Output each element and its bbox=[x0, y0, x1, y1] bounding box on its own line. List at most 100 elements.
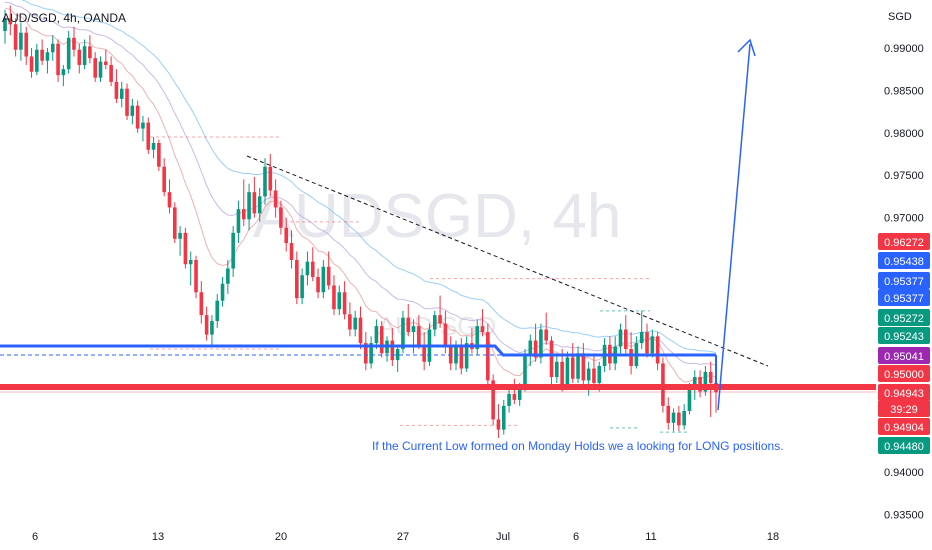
descending-trendline[interactable] bbox=[246, 155, 769, 367]
candle-body bbox=[459, 346, 464, 369]
price-tag-label: 0.95377 bbox=[884, 293, 924, 305]
moving-average-line bbox=[4, 7, 717, 383]
price-tag: 0.95272 bbox=[878, 309, 930, 326]
candle-body bbox=[332, 285, 336, 310]
candle-body bbox=[623, 329, 628, 350]
price-tag: 0.95377 bbox=[878, 272, 930, 289]
candle-body bbox=[72, 37, 76, 50]
price-tag: 0.95377 bbox=[878, 289, 930, 306]
candle-body bbox=[549, 340, 554, 378]
candle-body bbox=[141, 122, 145, 129]
time-tick-label: 6 bbox=[32, 531, 38, 543]
moving-average-line bbox=[21, 0, 717, 354]
price-tag: 0.95438 bbox=[878, 252, 930, 269]
candle-body bbox=[119, 88, 124, 99]
price-tag: 39:29 bbox=[878, 400, 930, 417]
candle-body bbox=[257, 196, 262, 214]
axis-currency: SGD bbox=[888, 11, 912, 23]
candle-body bbox=[432, 315, 437, 330]
price-tag-bg bbox=[878, 309, 930, 326]
candle-body bbox=[539, 329, 543, 358]
candle-body bbox=[687, 388, 692, 411]
candle-body bbox=[358, 317, 363, 344]
candle-body bbox=[422, 344, 426, 362]
candle-body bbox=[666, 405, 671, 423]
candle-body bbox=[374, 326, 379, 344]
candle-body bbox=[523, 354, 527, 388]
time-tick-label: Jul bbox=[496, 531, 510, 543]
candle-body bbox=[576, 353, 580, 379]
candle-body bbox=[326, 266, 331, 286]
candle-body bbox=[406, 317, 411, 333]
candle-body bbox=[56, 43, 60, 76]
candle-body bbox=[555, 361, 559, 378]
projection-arrow-line[interactable] bbox=[717, 43, 751, 411]
candle-body bbox=[544, 329, 549, 341]
price-tick-label: 0.98500 bbox=[884, 85, 924, 97]
candle-body bbox=[172, 207, 177, 239]
candle-body bbox=[671, 412, 676, 423]
candle-body bbox=[82, 46, 87, 65]
candle-body bbox=[342, 292, 347, 315]
candle-body bbox=[19, 32, 23, 50]
candle-body bbox=[565, 357, 570, 386]
candle-body bbox=[24, 32, 29, 57]
support-zone-line[interactable] bbox=[0, 384, 876, 390]
candle-body bbox=[475, 326, 480, 350]
candle-body bbox=[645, 332, 649, 354]
candle-body bbox=[98, 61, 103, 78]
candle-body bbox=[507, 393, 511, 406]
candle-body bbox=[279, 207, 283, 228]
candle-body bbox=[677, 412, 681, 426]
candle-body bbox=[125, 88, 129, 116]
candle-body bbox=[167, 192, 172, 208]
time-tick-label: 6 bbox=[573, 531, 579, 543]
price-tag-label: 0.95377 bbox=[884, 276, 924, 288]
price-tag-bg bbox=[878, 252, 930, 269]
price-tag-bg bbox=[878, 365, 930, 382]
candle-body bbox=[300, 275, 304, 299]
price-tag-label: 39:29 bbox=[890, 404, 918, 416]
candle-body bbox=[13, 24, 18, 50]
candle-body bbox=[597, 366, 602, 383]
candle-body bbox=[183, 232, 188, 265]
candle-body bbox=[3, 18, 7, 32]
price-tag-label: 0.95000 bbox=[884, 369, 924, 381]
price-tag-label: 0.95438 bbox=[884, 256, 924, 268]
symbol-header: AUD/SGD, 4h, OANDA bbox=[2, 11, 126, 25]
candle-body bbox=[162, 166, 166, 193]
trade-annotation: If the Current Low formed on Monday Hold… bbox=[372, 439, 784, 453]
price-tag-bg bbox=[878, 289, 930, 306]
price-tag-bg bbox=[878, 437, 930, 454]
price-tag-label: 0.95243 bbox=[884, 331, 924, 343]
candle-body bbox=[29, 56, 34, 72]
candle-body bbox=[35, 49, 39, 72]
candle-body bbox=[210, 321, 214, 335]
candle-body bbox=[204, 315, 209, 335]
candle-body bbox=[560, 361, 564, 386]
price-tag-bg bbox=[878, 384, 930, 401]
candle-body bbox=[199, 292, 204, 316]
price-tick-label: 0.99000 bbox=[884, 43, 924, 55]
candle-body bbox=[491, 380, 495, 420]
price-tick-label: 0.93500 bbox=[884, 509, 924, 521]
time-tick-label: 13 bbox=[152, 531, 164, 543]
candle-body bbox=[443, 323, 448, 347]
price-tag-label: 0.94480 bbox=[884, 441, 924, 453]
candle-body bbox=[528, 340, 533, 355]
candle-body bbox=[88, 46, 92, 59]
price-tag-label: 0.94943 bbox=[884, 388, 924, 400]
price-tick-label: 0.97500 bbox=[884, 170, 924, 182]
candle-body bbox=[682, 410, 686, 426]
candle-body bbox=[390, 340, 395, 361]
candle-body bbox=[93, 58, 98, 78]
candle-body bbox=[369, 343, 373, 364]
price-tag-label: 0.96272 bbox=[884, 237, 924, 249]
price-tag: 0.94943 bbox=[878, 384, 930, 401]
candle-body bbox=[650, 336, 655, 354]
candle-body bbox=[45, 52, 50, 61]
candle-body bbox=[512, 393, 517, 400]
candle-body bbox=[151, 142, 156, 150]
candle-body bbox=[310, 261, 315, 277]
